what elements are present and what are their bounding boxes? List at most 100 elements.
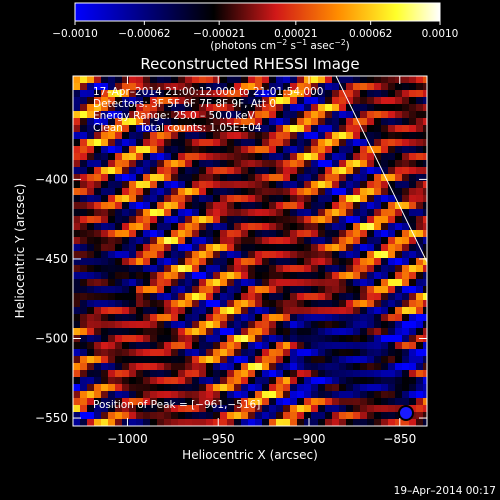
heatmap-cell [192, 419, 199, 426]
heatmap-cell [311, 244, 318, 251]
heatmap-cell [206, 132, 213, 139]
heatmap-cell [388, 349, 395, 356]
heatmap-cell [80, 279, 87, 286]
heatmap-cell [178, 370, 185, 377]
heatmap-cell [423, 377, 427, 384]
heatmap-cell [346, 181, 353, 188]
heatmap-cell [381, 405, 388, 412]
heatmap-cell [283, 293, 290, 300]
heatmap-cell [297, 230, 304, 237]
heatmap-cell [290, 300, 297, 307]
heatmap-cell [374, 370, 381, 377]
heatmap-cell [276, 146, 283, 153]
heatmap-cell [353, 412, 360, 419]
heatmap-cell [234, 153, 241, 160]
heatmap-cell [136, 384, 143, 391]
heatmap-cell [108, 118, 115, 125]
heatmap-cell [395, 300, 402, 307]
heatmap-cell [388, 251, 395, 258]
heatmap-cell [143, 139, 150, 146]
heatmap-cell [87, 328, 94, 335]
heatmap-cell [360, 90, 367, 97]
heatmap-cell [129, 300, 136, 307]
heatmap-cell [234, 111, 241, 118]
heatmap-cell [297, 153, 304, 160]
heatmap-cell [73, 118, 80, 125]
heatmap-cell [192, 195, 199, 202]
heatmap-cell [402, 139, 409, 146]
heatmap-cell [283, 153, 290, 160]
heatmap-cell [199, 300, 206, 307]
heatmap-cell [339, 76, 346, 83]
heatmap-cell [213, 195, 220, 202]
heatmap-cell [423, 328, 427, 335]
heatmap-cell [290, 244, 297, 251]
heatmap-cell [276, 188, 283, 195]
heatmap-cell [234, 139, 241, 146]
heatmap-cell [332, 293, 339, 300]
heatmap-cell [248, 181, 255, 188]
heatmap-cell [423, 384, 427, 391]
heatmap-cell [87, 419, 94, 426]
heatmap-cell [199, 118, 206, 125]
heatmap-cell [185, 279, 192, 286]
heatmap-cell [269, 167, 276, 174]
colorbar-tick-label: 0.00062 [349, 28, 392, 40]
heatmap-cell [304, 279, 311, 286]
heatmap-cell [409, 83, 416, 90]
heatmap-cell [367, 188, 374, 195]
heatmap-cell [150, 391, 157, 398]
heatmap-cell [220, 216, 227, 223]
heatmap-cell [213, 223, 220, 230]
heatmap-cell [206, 342, 213, 349]
heatmap-cell [332, 132, 339, 139]
heatmap-cell [115, 370, 122, 377]
heatmap-cell [318, 118, 325, 125]
heatmap-cell [87, 307, 94, 314]
heatmap-cell [367, 300, 374, 307]
heatmap-cell [213, 146, 220, 153]
heatmap-cell [94, 363, 101, 370]
heatmap-cell [206, 384, 213, 391]
heatmap-cell [304, 314, 311, 321]
heatmap-cell [101, 265, 108, 272]
heatmap-cell [395, 167, 402, 174]
heatmap-cell [311, 356, 318, 363]
heatmap-cell [332, 272, 339, 279]
heatmap-cell [199, 216, 206, 223]
heatmap-cell [353, 398, 360, 405]
heatmap-cell [283, 146, 290, 153]
heatmap-cell [94, 167, 101, 174]
heatmap-cell [353, 286, 360, 293]
heatmap-cell [276, 335, 283, 342]
heatmap-cell [255, 286, 262, 293]
heatmap-cell [297, 111, 304, 118]
heatmap-cell [122, 251, 129, 258]
heatmap-cell [206, 146, 213, 153]
heatmap-cell [171, 125, 178, 132]
heatmap-cell [192, 398, 199, 405]
heatmap-cell [283, 132, 290, 139]
heatmap-cell [332, 202, 339, 209]
heatmap-cell [304, 286, 311, 293]
heatmap-cell [360, 349, 367, 356]
heatmap-cell [423, 188, 427, 195]
heatmap-cell [311, 412, 318, 419]
heatmap-cell [178, 202, 185, 209]
heatmap-cell [381, 132, 388, 139]
heatmap-cell [283, 314, 290, 321]
heatmap-cell [409, 398, 416, 405]
heatmap-cell [136, 377, 143, 384]
heatmap-cell [346, 104, 353, 111]
heatmap-cell [143, 279, 150, 286]
heatmap-cell [325, 335, 332, 342]
heatmap-cell [206, 370, 213, 377]
heatmap-cell [318, 125, 325, 132]
heatmap-cell [143, 118, 150, 125]
heatmap-cell [339, 349, 346, 356]
heatmap-cell [304, 188, 311, 195]
heatmap-cell [80, 146, 87, 153]
heatmap-cell [374, 125, 381, 132]
heatmap-cell [129, 279, 136, 286]
heatmap-cell [150, 258, 157, 265]
